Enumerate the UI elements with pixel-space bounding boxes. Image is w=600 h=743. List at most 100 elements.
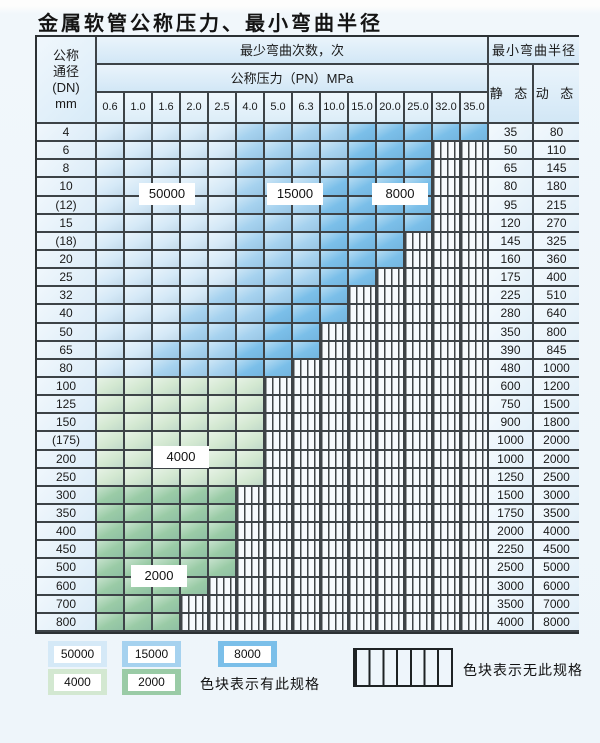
spec-cell-50000 — [153, 124, 181, 143]
no-spec-cell — [461, 196, 489, 215]
no-spec-cell — [461, 178, 489, 197]
spec-cell-50000 — [97, 305, 125, 324]
static-radius-value: 280 — [489, 305, 534, 324]
dn-value: (175) — [37, 432, 97, 451]
spec-cell-8000 — [405, 214, 433, 233]
no-spec-cell — [209, 595, 237, 614]
spec-cell-8000 — [349, 178, 377, 197]
no-spec-cell — [293, 450, 321, 469]
static-radius-value: 1000 — [489, 432, 534, 451]
no-spec-cell — [461, 613, 489, 632]
dynamic-radius-value: 1800 — [534, 414, 579, 433]
dynamic-radius-value: 110 — [534, 142, 579, 161]
no-spec-cell — [433, 323, 461, 342]
spec-cell-15000 — [237, 305, 265, 324]
static-radius-value: 900 — [489, 414, 534, 433]
dynamic-radius-value: 1000 — [534, 359, 579, 378]
static-radius-value: 4000 — [489, 613, 534, 632]
legend-swatch-50000: 50000 — [48, 641, 107, 667]
spec-cell-15000 — [265, 250, 293, 270]
spec-cell-15000 — [237, 178, 265, 197]
spec-cell-4000 — [153, 414, 181, 433]
spec-cell-15000 — [153, 359, 181, 378]
spec-cell-4000 — [153, 377, 181, 397]
spec-cell-50000 — [125, 250, 153, 270]
spec-cell-2000 — [153, 595, 181, 614]
spec-cell-2000 — [97, 523, 125, 542]
dn-value: 350 — [37, 504, 97, 524]
dynamic-radius-value: 4500 — [534, 541, 579, 560]
no-spec-cell — [349, 468, 377, 487]
no-spec-cell — [461, 214, 489, 233]
no-spec-cell — [377, 323, 405, 342]
spec-cell-15000 — [237, 124, 265, 143]
static-header: 静 态 — [489, 65, 534, 124]
spec-cell-4000 — [237, 396, 265, 415]
legend-no-spec-swatch — [353, 648, 453, 687]
spec-cell-15000 — [265, 232, 293, 251]
spec-cell-4000 — [125, 450, 153, 469]
spec-cell-50000 — [153, 323, 181, 342]
spec-cell-50000 — [97, 359, 125, 378]
spec-cell-50000 — [153, 287, 181, 306]
no-spec-cell — [461, 323, 489, 342]
pressure-tick: 25.0 — [405, 93, 433, 124]
zone-label-15000: 15000 — [267, 183, 323, 205]
no-spec-cell — [237, 559, 265, 578]
legend-swatch-8000: 8000 — [218, 641, 277, 667]
dn-value: 8 — [37, 160, 97, 179]
spec-cell-8000 — [349, 160, 377, 179]
dn-value: 40 — [37, 305, 97, 324]
spec-cell-15000 — [181, 341, 209, 360]
bend-spec-table: 公称 通径 (DN) mm 最少弯曲次数，次 最小弯曲半径 公称压力（PN）MPa 静… — [35, 35, 579, 634]
static-radius-value: 120 — [489, 214, 534, 233]
pressure-tick: 1.0 — [125, 93, 153, 124]
spec-cell-4000 — [97, 432, 125, 451]
no-spec-cell — [321, 523, 349, 542]
pressure-tick: 1.6 — [153, 93, 181, 124]
no-spec-cell — [433, 450, 461, 469]
spec-cell-15000 — [153, 341, 181, 360]
spec-cell-50000 — [125, 287, 153, 306]
spec-cell-8000 — [377, 250, 405, 270]
spec-cell-8000 — [349, 214, 377, 233]
spec-cell-2000 — [125, 595, 153, 614]
no-spec-cell — [349, 541, 377, 560]
no-spec-cell — [405, 541, 433, 560]
spec-cell-8000 — [321, 269, 349, 288]
no-spec-cell — [321, 559, 349, 578]
no-spec-cell — [405, 377, 433, 397]
no-spec-cell — [377, 269, 405, 288]
no-spec-cell — [209, 577, 237, 596]
dn-value: 50 — [37, 323, 97, 342]
spec-cell-2000 — [97, 504, 125, 524]
no-spec-cell — [433, 142, 461, 161]
no-spec-cell — [433, 396, 461, 415]
no-spec-cell — [433, 160, 461, 179]
spec-cell-4000 — [181, 468, 209, 487]
spec-cell-15000 — [321, 160, 349, 179]
no-spec-cell — [265, 541, 293, 560]
spec-cell-8000 — [377, 232, 405, 251]
no-spec-cell — [433, 486, 461, 505]
spec-cell-8000 — [321, 250, 349, 270]
no-spec-cell — [405, 323, 433, 342]
static-radius-value: 50 — [489, 142, 534, 161]
dn-value: 32 — [37, 287, 97, 306]
spec-cell-50000 — [97, 196, 125, 215]
dynamic-radius-value: 510 — [534, 287, 579, 306]
no-spec-cell — [377, 287, 405, 306]
no-spec-cell — [433, 414, 461, 433]
legend-swatch-value: 2000 — [128, 673, 175, 691]
no-spec-cell — [377, 359, 405, 378]
spec-cell-50000 — [125, 341, 153, 360]
zone-label-2000: 2000 — [131, 565, 187, 587]
spec-cell-8000 — [405, 160, 433, 179]
spec-cell-8000 — [377, 142, 405, 161]
static-radius-value: 1250 — [489, 468, 534, 487]
spec-cell-4000 — [209, 432, 237, 451]
no-spec-cell — [181, 613, 209, 632]
spec-cell-4000 — [181, 377, 209, 397]
static-radius-value: 65 — [489, 160, 534, 179]
spec-cell-15000 — [237, 323, 265, 342]
